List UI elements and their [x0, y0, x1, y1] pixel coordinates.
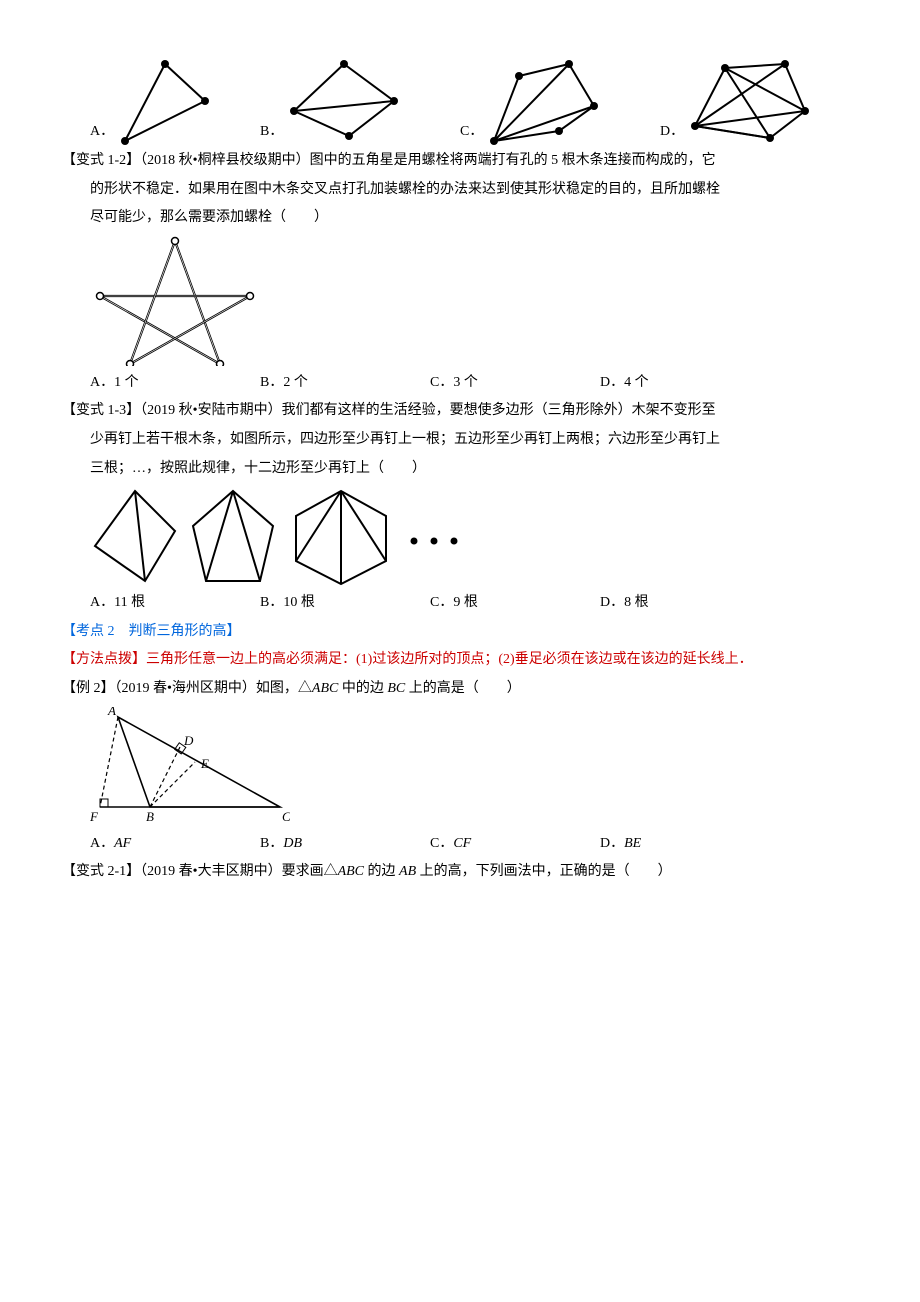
q4-optA-it: AF: [114, 836, 131, 851]
polygon-hex-icon: [286, 486, 396, 586]
q3-optC: C．9 根: [430, 590, 600, 617]
q5-post: 上的高，下列画法中，正确的是（ ）: [416, 864, 672, 879]
q4-line1: 【例 2】（2019 春•海州区期中）如图，△ABC 中的边 BC 上的高是（ …: [62, 676, 858, 703]
q1-optD-label: D．: [660, 119, 684, 146]
q3-text2: 少再钉上若干根木条，如图所示，四边形至少再钉上一根；五边形至少再钉上两根；六边形…: [90, 432, 720, 447]
q2-line1: 【变式 1-2】（2018 秋•桐梓县校级期中）图中的五角星是用螺栓将两端打有孔…: [62, 148, 858, 175]
q1-fig-B: [289, 56, 399, 146]
q2-optD: D．4 个: [600, 370, 770, 397]
q1-fig-D: [690, 56, 810, 146]
q5-mid: 的边: [364, 864, 399, 879]
q1-optC-label: C．: [460, 119, 483, 146]
triangle-height-figure: A B C F DE: [90, 707, 290, 827]
q5-ab: AB: [399, 864, 416, 879]
q1-options-row: A． B． C． D．: [62, 56, 858, 146]
q4-bc: BC: [387, 681, 405, 696]
q3-options: A．11 根 B．10 根 C．9 根 D．8 根: [62, 590, 858, 617]
polygon-pent-icon: [188, 486, 278, 586]
q3-line3: 三根；…，按照此规律，十二边形至少再钉上（ ）: [62, 456, 858, 483]
q1-option-D: D．: [660, 56, 840, 146]
q3-text3: 三根；…，按照此规律，十二边形至少再钉上（ ）: [90, 461, 426, 476]
q4-figure: A B C F DE: [90, 707, 858, 827]
q4-post: 上的高是（ ）: [405, 681, 521, 696]
q1-option-C: C．: [460, 56, 660, 146]
q2-line2: 的形状不稳定．如果用在图中木条交叉点打孔加装螺栓的办法来达到使其形状稳定的目的，…: [62, 177, 858, 204]
method-line: 【方法点拨】三角形任意一边上的高必须满足：(1)过该边所对的顶点；(2)垂足必须…: [62, 647, 858, 674]
q4-abc: ABC: [312, 681, 338, 696]
q4-options: A．AF B．DB C．CF D．BE: [62, 831, 858, 858]
q4-optD-it: BE: [624, 836, 641, 851]
q3-optA: A．11 根: [90, 590, 260, 617]
svg-text:C: C: [282, 809, 290, 824]
q1-optB-label: B．: [260, 119, 283, 146]
q2-text2: 的形状不稳定．如果用在图中木条交叉点打孔加装螺栓的办法来达到使其形状稳定的目的，…: [90, 182, 720, 197]
q1-optA-label: A．: [90, 119, 114, 146]
q4-optD: D．BE: [600, 831, 770, 858]
q4-mid: 中的边: [338, 681, 387, 696]
q4-optA-pre: A．: [90, 836, 114, 851]
page: A． B． C． D． 【变式 1-2】（2018 秋•桐梓县校级期中）图中的五…: [0, 0, 920, 1302]
q2-text3: 尽可能少，那么需要添加螺栓（ ）: [90, 210, 328, 225]
q4-tag: 【例 2】: [62, 681, 115, 696]
q5-pre: （2019 春•大丰区期中）要求画△: [140, 864, 337, 879]
q4-optC-pre: C．: [430, 836, 453, 851]
q2-optC: C．3 个: [430, 370, 600, 397]
q1-option-A: A．: [90, 56, 260, 146]
q4-optC: C．CF: [430, 831, 600, 858]
q4-pre: （2019 春•海州区期中）如图，△: [115, 681, 312, 696]
svg-text:B: B: [146, 809, 154, 824]
q2-star-figure: [90, 236, 858, 366]
q2-options: A．1 个 B．2 个 C．3 个 D．4 个: [62, 370, 858, 397]
q3-line1: 【变式 1-3】（2019 秋•安陆市期中）我们都有这样的生活经验，要想使多边形…: [62, 398, 858, 425]
ellipsis-dots-icon: [404, 486, 464, 586]
svg-text:D: D: [183, 733, 194, 748]
q3-line2: 少再钉上若干根木条，如图所示，四边形至少再钉上一根；五边形至少再钉上两根；六边形…: [62, 427, 858, 454]
q4-optC-it: CF: [453, 836, 471, 851]
q2-text1: （2018 秋•桐梓县校级期中）图中的五角星是用螺栓将两端打有孔的 5 根木条连…: [140, 153, 715, 168]
q3-optB: B．10 根: [260, 590, 430, 617]
q4-optD-pre: D．: [600, 836, 624, 851]
q1-fig-C: [489, 56, 599, 146]
polygon-quad-icon: [90, 486, 180, 586]
q2-tag: 【变式 1-2】: [62, 153, 140, 168]
q4-optA: A．AF: [90, 831, 260, 858]
q1-fig-A: [120, 56, 210, 146]
topic-title: 【考点 2 判断三角形的高】: [62, 619, 858, 646]
q4-optB-it: DB: [283, 836, 302, 851]
q4-optB-pre: B．: [260, 836, 283, 851]
svg-text:E: E: [200, 756, 209, 771]
q2-optA: A．1 个: [90, 370, 260, 397]
method-label: 【方法点拨】: [62, 652, 146, 667]
star-icon: [90, 236, 260, 366]
q3-optD: D．8 根: [600, 590, 770, 617]
q5-abc: ABC: [338, 864, 364, 879]
q4-optB: B．DB: [260, 831, 430, 858]
q3-figures: [90, 486, 858, 586]
q5-tag: 【变式 2-1】: [62, 864, 140, 879]
svg-text:A: A: [107, 707, 116, 718]
q5-line1: 【变式 2-1】（2019 春•大丰区期中）要求画△ABC 的边 AB 上的高，…: [62, 859, 858, 886]
method-text: 三角形任意一边上的高必须满足：(1)过该边所对的顶点；(2)垂足必须在该边或在该…: [146, 652, 753, 667]
svg-text:F: F: [90, 809, 99, 824]
q3-tag: 【变式 1-3】: [62, 403, 140, 418]
q3-text1: （2019 秋•安陆市期中）我们都有这样的生活经验，要想使多边形（三角形除外）木…: [140, 403, 715, 418]
q2-line3: 尽可能少，那么需要添加螺栓（ ）: [62, 205, 858, 232]
q1-option-B: B．: [260, 56, 460, 146]
q2-optB: B．2 个: [260, 370, 430, 397]
